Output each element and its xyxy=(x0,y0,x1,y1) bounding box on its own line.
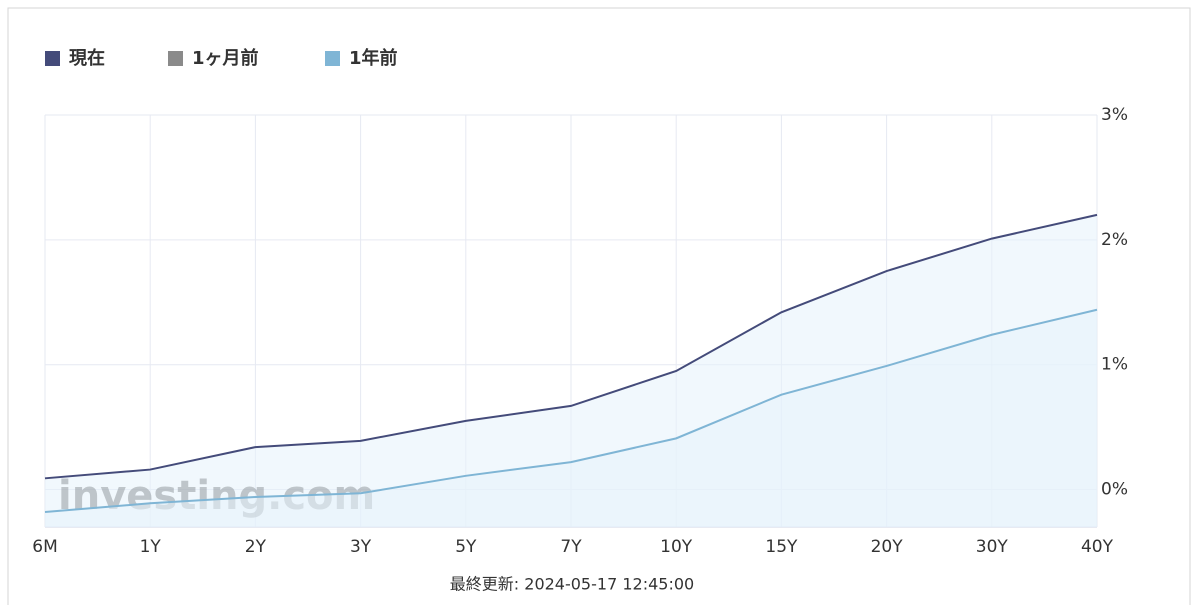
x-tick-label: 10Y xyxy=(660,537,693,557)
legend-swatch xyxy=(325,51,340,66)
x-tick-label: 20Y xyxy=(871,537,904,557)
legend-label: 1年前 xyxy=(349,47,398,69)
x-tick-label: 1Y xyxy=(140,537,162,557)
legend-item: 現在 xyxy=(45,47,105,69)
x-tick-label: 40Y xyxy=(1081,537,1114,557)
y-tick-label: 0% xyxy=(1101,480,1128,500)
legend-swatch xyxy=(168,51,183,66)
y-tick-label: 3% xyxy=(1101,105,1128,125)
legend-item: 1年前 xyxy=(325,47,398,69)
area xyxy=(45,309,1097,527)
legend-label: 現在 xyxy=(69,47,105,69)
line xyxy=(44,308,1098,514)
x-tick-label: 7Y xyxy=(560,537,582,557)
legend-item: 1ヶ月前 xyxy=(168,47,259,69)
x-tick-label: 3Y xyxy=(350,537,372,557)
y-tick-label: 2% xyxy=(1101,230,1128,250)
x-tick-label: 5Y xyxy=(455,537,477,557)
x-tick-label: 30Y xyxy=(976,537,1009,557)
legend-label: 1ヶ月前 xyxy=(192,47,259,69)
x-tick-label: 6M xyxy=(32,537,57,557)
legend-swatch xyxy=(45,51,60,66)
x-tick-label: 2Y xyxy=(245,537,267,557)
footnote: 最終更新: 2024-05-17 12:45:00 xyxy=(450,575,694,594)
line xyxy=(44,213,1098,480)
x-tick-label: 15Y xyxy=(765,537,798,557)
y-tick-label: 1% xyxy=(1101,355,1128,375)
